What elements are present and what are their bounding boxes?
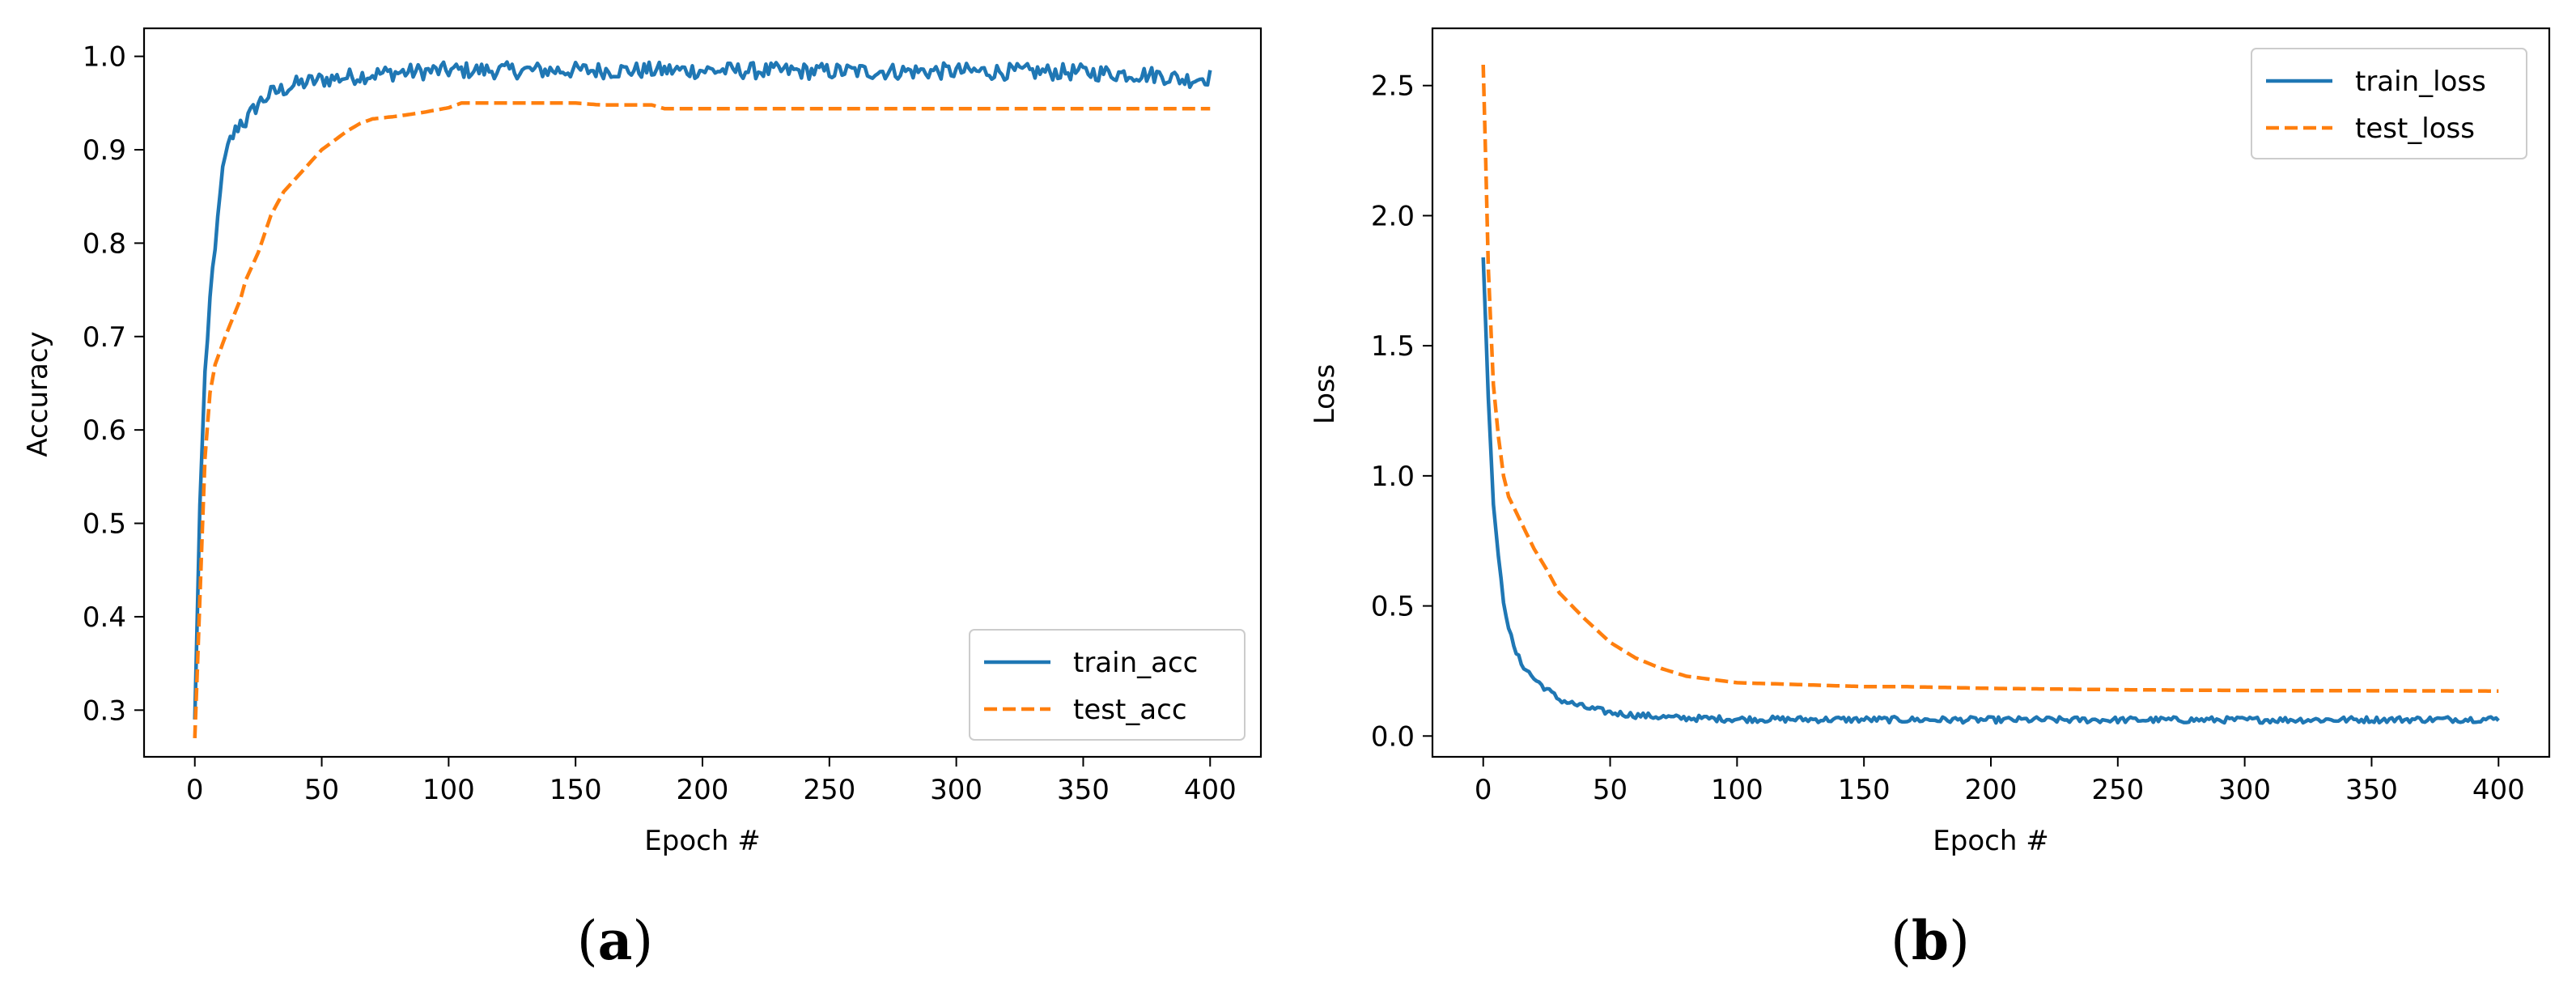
panel-a-ytick-label: 0.8 [83, 227, 126, 260]
panel-b-xtick-label: 400 [2472, 774, 2525, 806]
panel-a-accuracy-chart: 0 50 100 150 200 250 300 350 400 0.3 0.4 0.5 0.6 0.7 0… [22, 27, 1263, 972]
panel-b-legend-label-train_loss: train_loss [2355, 66, 2486, 98]
panel-b-series-train_loss [1481, 257, 2500, 725]
panel-a-xtick-label: 250 [803, 774, 855, 806]
panel-b-loss-chart: 0 50 100 150 200 250 300 350 400 0.0 0.5 1.0 1.5 2.0 2… [1309, 27, 2551, 972]
panel-b-xtick-label: 300 [2218, 774, 2271, 806]
panel-b-xtick-label: 150 [1838, 774, 1891, 806]
panel-b-ytick-label: 0.0 [1371, 720, 1415, 753]
panel-a-ytick-label: 1.0 [83, 41, 126, 74]
panel-a-xtick-label: 200 [677, 774, 729, 806]
panel-a-xtick-label: 50 [304, 774, 339, 806]
panel-a-plot-area: 0 50 100 150 200 250 300 350 400 0.3 0.4 0.5 0.6 0.7 0… [83, 27, 1263, 806]
panel-a-ytick-label: 0.3 [83, 695, 126, 727]
panel-b-series-test_loss [1481, 64, 2499, 693]
panel-a-xtick-label: 350 [1057, 774, 1110, 806]
panel-b-xtick-label: 350 [2345, 774, 2398, 806]
panel-b-ytick-label: 1.5 [1371, 330, 1415, 363]
panel-a-legend: train_acc test_acc [969, 629, 1246, 741]
panel-a-ytick-label: 0.6 [83, 414, 126, 447]
panel-a-label: (a) [577, 909, 653, 972]
panel-b-legend-box [2251, 48, 2527, 159]
panel-b-ylabel: Loss [1309, 364, 1341, 425]
panel-b-label: (b) [1891, 909, 1970, 972]
panel-a-xtick-label: 300 [930, 774, 982, 806]
panel-a-ytick-label: 0.7 [83, 321, 126, 354]
panel-a-xtick-label: 150 [550, 774, 602, 806]
panel-b-ytick-label: 1.0 [1371, 461, 1415, 493]
panel-a-xtick-label: 0 [186, 774, 204, 806]
panel-b-xtick-label: 100 [1711, 774, 1763, 806]
panel-a-series-train_acc [193, 60, 1212, 720]
panel-a-xtick-label: 400 [1184, 774, 1237, 806]
panel-a-ytick-label: 0.4 [83, 601, 126, 634]
panel-b-xlabel: Epoch # [1933, 825, 2048, 857]
panel-a-ytick-label: 0.9 [83, 134, 126, 167]
panel-a-ytick-label: 0.5 [83, 508, 126, 541]
panel-a-xtick-label: 100 [422, 774, 475, 806]
panel-b-legend-label-test_loss: test_loss [2355, 113, 2475, 145]
panel-b-xtick-label: 50 [1593, 774, 1628, 806]
panel-b-plot-area: 0 50 100 150 200 250 300 350 400 0.0 0.5 1.0 1.5 2.0 2… [1371, 27, 2551, 806]
panel-a-legend-label-train_acc: train_acc [1073, 647, 1198, 679]
panel-b-xtick-label: 0 [1475, 774, 1492, 806]
panel-a-ylabel: Accuracy [22, 331, 54, 457]
panel-a-legend-label-test_acc: test_acc [1073, 694, 1187, 726]
panel-a-legend-box [969, 629, 1246, 741]
panel-b-ytick-label: 2.5 [1371, 70, 1415, 103]
panel-b-legend: train_loss test_loss [2251, 48, 2527, 159]
panel-b-ytick-label: 0.5 [1371, 591, 1415, 623]
panel-b-xtick-label: 200 [1965, 774, 2018, 806]
panel-b-xtick-label: 250 [2091, 774, 2144, 806]
panel-a-xlabel: Epoch # [644, 825, 760, 857]
panel-a-series-test_acc [193, 101, 1211, 738]
panel-b-ytick-label: 2.0 [1371, 200, 1415, 232]
